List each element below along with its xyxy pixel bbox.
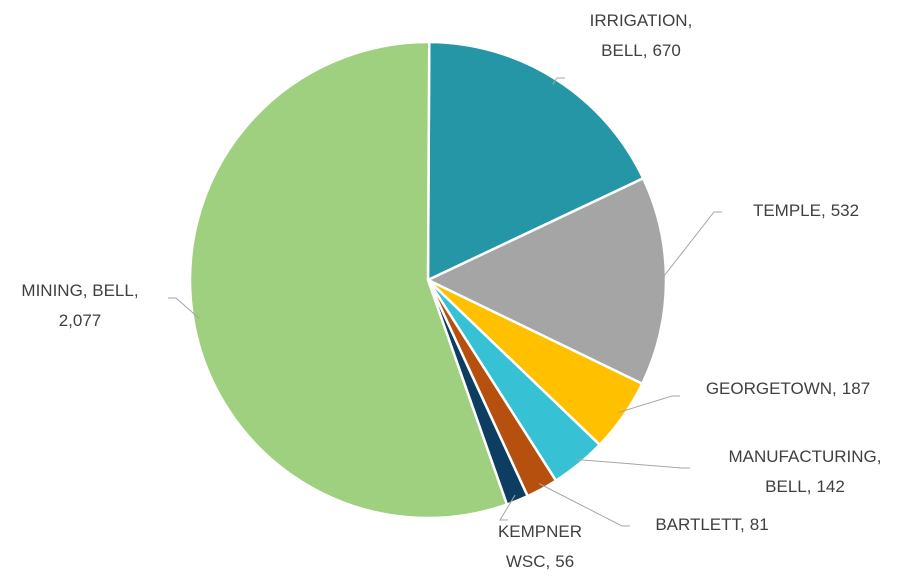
data-label: MANUFACTURING, BELL, 142 [729,447,882,496]
label-line: GEORGETOWN, [706,379,837,398]
pie-slice [425,176,668,386]
label-value: 56 [555,552,574,571]
label-name: TEMPLE, [753,201,826,220]
label-value: 81 [750,515,769,534]
data-label: GEORGETOWN, 187 [706,379,870,398]
leader-line [618,395,680,413]
label-value: 670 [652,41,680,60]
label-value: 142 [816,477,844,496]
leader-line [168,297,200,319]
label-line: BELL, [601,41,647,60]
label-line: KEMPNER [498,522,582,541]
label-value: 532 [831,201,859,220]
leader-line [575,458,690,469]
label-line: MANUFACTURING, [729,447,882,466]
label-line: WSC, [506,552,550,571]
pie-slice [188,40,509,520]
label-name: GEORGETOWN, [706,379,837,398]
label-line: IRRIGATION, [590,11,693,30]
label-line: TEMPLE, [753,201,826,220]
leader-line [499,494,516,521]
label-line: BELL, [765,477,811,496]
data-label: KEMPNER WSC, 56 [498,522,582,571]
leader-line [659,211,722,282]
label-value: 187 [842,379,870,398]
label-name: IRRIGATION, BELL, [590,11,693,60]
label-name: MINING, BELL, [21,281,138,300]
leader-line [552,77,565,85]
data-label: BARTLETT, 81 [655,515,768,534]
label-name: MANUFACTURING, BELL, [729,447,882,496]
data-label: IRRIGATION, BELL, 670 [590,11,693,60]
label-name: BARTLETT, [655,515,744,534]
label-line: BARTLETT, [655,515,744,534]
data-label: TEMPLE, 532 [753,201,859,220]
label-line: MINING, BELL, [21,281,138,300]
label-value: 2,077 [59,311,102,330]
data-label: MINING, BELL, 2,077 [21,281,138,330]
label-name: KEMPNER WSC, [498,522,582,571]
leader-line [538,483,630,527]
